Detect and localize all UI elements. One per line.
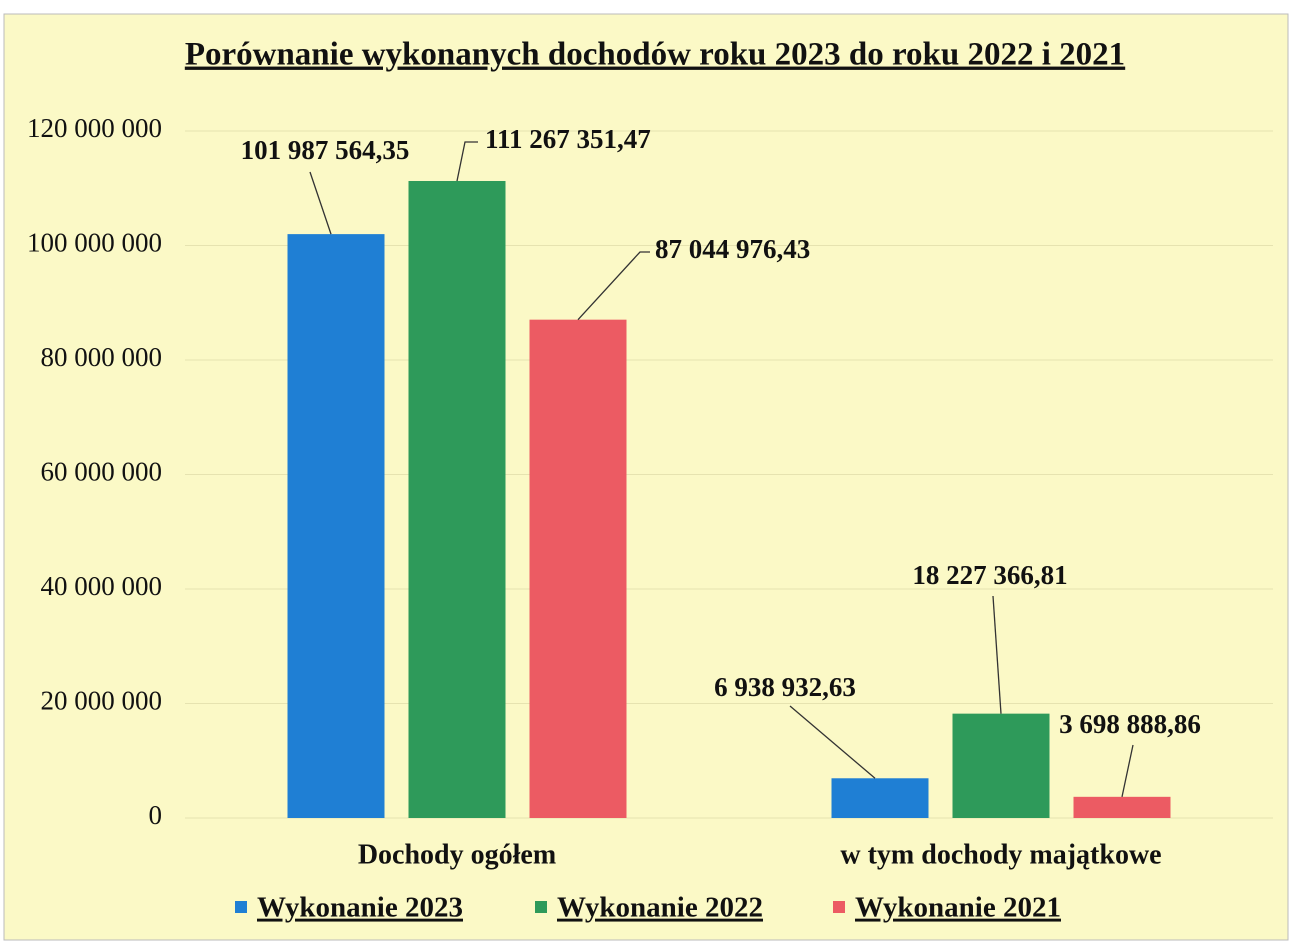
- y-tick-label: 0: [149, 800, 163, 830]
- bar: [831, 778, 929, 818]
- leader-line: [309, 171, 332, 235]
- data-label: 6 938 932,63: [714, 672, 856, 702]
- leader-line: [577, 251, 650, 321]
- legend-label: Wykonanie 2021: [855, 892, 1061, 924]
- data-label: 18 227 366,81: [912, 560, 1067, 590]
- bar: [1073, 796, 1171, 818]
- leader-line: [456, 141, 478, 182]
- bar: [529, 319, 627, 818]
- legend-swatch: [535, 901, 547, 913]
- y-tick-label: 40 000 000: [41, 571, 163, 601]
- data-label: 3 698 888,86: [1059, 709, 1201, 739]
- leader-line: [1121, 744, 1134, 797]
- legend-label: Wykonanie 2022: [557, 892, 763, 924]
- data-label: 87 044 976,43: [655, 234, 810, 264]
- bar: [952, 713, 1050, 818]
- legend-swatch: [833, 901, 845, 913]
- chart-background: [3, 13, 1289, 941]
- y-tick-label: 60 000 000: [41, 457, 163, 487]
- x-tick-label: w tym dochody majątkowe: [840, 839, 1161, 870]
- y-tick-label: 80 000 000: [41, 342, 163, 372]
- data-label: 111 267 351,47: [485, 124, 651, 154]
- x-tick-label: Dochody ogółem: [358, 839, 556, 870]
- leader-line: [789, 705, 876, 779]
- chart-title: Porównanie wykonanych dochodów roku 2023…: [185, 37, 1125, 73]
- legend-swatch: [235, 901, 247, 913]
- data-label: 101 987 564,35: [241, 135, 410, 165]
- leader-line: [992, 595, 1002, 714]
- y-tick-label: 20 000 000: [41, 686, 163, 716]
- y-tick-label: 120 000 000: [27, 113, 162, 143]
- bar: [287, 234, 385, 818]
- legend-label: Wykonanie 2023: [257, 892, 463, 924]
- y-tick-label: 100 000 000: [27, 228, 162, 258]
- bar: [408, 180, 506, 819]
